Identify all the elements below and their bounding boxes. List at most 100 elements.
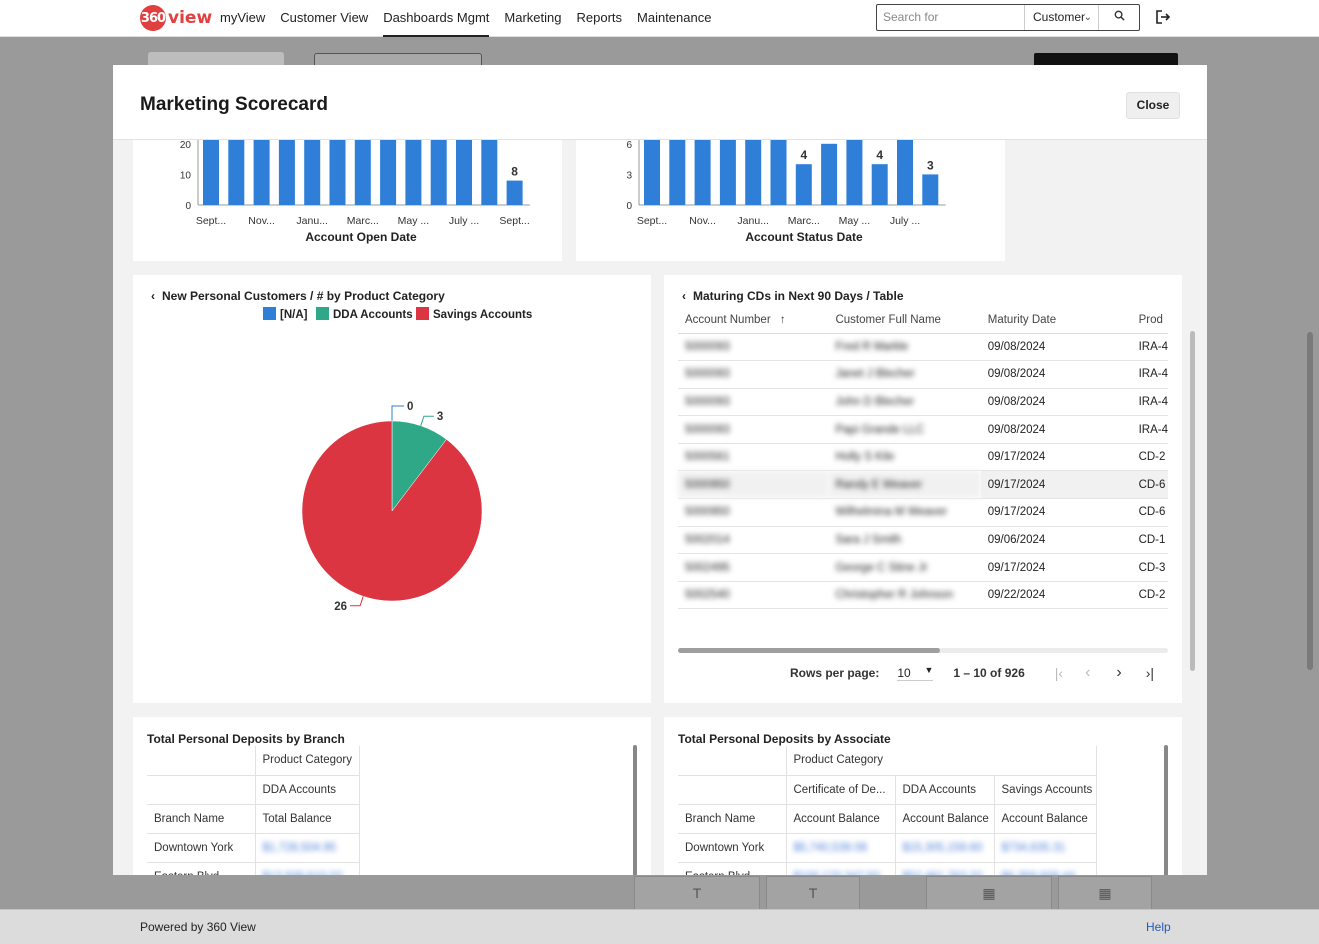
help-link[interactable]: Help xyxy=(1146,920,1171,934)
x-tick-label: Sept... xyxy=(499,215,529,227)
logout-button[interactable] xyxy=(1154,8,1172,26)
nav-link-marketing[interactable]: Marketing xyxy=(504,10,562,25)
table-row[interactable]: 5000093 Fred R Markle 09/08/2024 IRA-4 xyxy=(678,333,1168,362)
customer-name: George C Stine Jr xyxy=(828,553,981,582)
table-row[interactable]: Eastern Blvd$13,939,610.02 xyxy=(147,862,360,875)
cd-card-title[interactable]: ‹ Maturing CDs in Next 90 Days / Table xyxy=(682,289,904,303)
pivot-value-header: Account Balance xyxy=(786,804,896,834)
horizontal-scrollbar[interactable] xyxy=(678,648,940,653)
branch-name: Eastern Blvd xyxy=(678,862,787,875)
account-number: 5000561 xyxy=(678,443,829,472)
bar xyxy=(380,137,397,205)
customer-name: Janet J Blecher xyxy=(828,360,981,389)
customer-name: Sara J Smith xyxy=(828,526,981,555)
maturing-cds-card: ‹ Maturing CDs in Next 90 Days / Table Ac… xyxy=(664,275,1182,703)
x-tick-label: Janu... xyxy=(296,215,328,227)
column-header-maturity-date[interactable]: Maturity Date xyxy=(980,307,1132,334)
account-number: 5000093 xyxy=(678,333,829,362)
account-balance: $6,359,609.44 xyxy=(994,862,1097,875)
bar xyxy=(669,133,686,205)
table-row[interactable]: 5000093 Papi Grande LLC 09/08/2024 IRA-4 xyxy=(678,415,1168,444)
table-row[interactable]: 5000093 Janet J Blecher 09/08/2024 IRA-4 xyxy=(678,360,1168,389)
last-page-button[interactable]: ›| xyxy=(1145,665,1155,681)
customer-name: Holly S Kile xyxy=(828,443,981,472)
table-row[interactable]: 5000561 Holly S Kile 09/17/2024 CD-2 xyxy=(678,443,1168,472)
account-number: 5000950 xyxy=(678,470,829,500)
account-balance: $5,740,539.08 xyxy=(786,833,896,863)
product-code: CD-6 xyxy=(1131,498,1168,527)
x-tick-label: Sept... xyxy=(637,215,667,227)
legend-swatch xyxy=(263,307,276,320)
search-icon xyxy=(1114,10,1125,21)
account-open-date-chart: 0 10 20 8 Sept... Nov... Janu... Marc... May ...… xyxy=(180,135,530,244)
table-row[interactable]: Downtown York $1,728,504.95 xyxy=(147,833,360,863)
app-logo[interactable]: 360 view xyxy=(140,5,212,31)
table-row[interactable]: Downtown York $5,740,539.08 $15,305,159.… xyxy=(678,833,1097,863)
previous-page-button[interactable]: ‹ xyxy=(1085,664,1091,681)
close-button[interactable]: Close xyxy=(1126,92,1180,119)
bar xyxy=(481,137,498,205)
nav-link-myview[interactable]: myView xyxy=(220,10,266,25)
pivot-header-dda: DDA Accounts xyxy=(895,775,995,805)
rows-per-page-select[interactable]: 10 ▼ xyxy=(897,665,934,681)
y-tick-label: 0 xyxy=(185,201,191,212)
search-input[interactable]: Search for xyxy=(877,5,1025,30)
text-widget-icon: T xyxy=(634,876,760,910)
bar xyxy=(253,137,270,205)
product-code: CD-2 xyxy=(1131,581,1168,610)
customer-name: Wilhelmina M Weaver xyxy=(828,498,981,527)
search-scope-select[interactable]: Customer ⌄ xyxy=(1025,5,1099,30)
x-tick-label: May ... xyxy=(398,215,430,227)
pivot-header-certificate: Certificate of De... xyxy=(786,775,896,805)
bar xyxy=(304,137,321,205)
table-row[interactable]: 5002540 Christopher R Johnson 09/22/2024 CD… xyxy=(678,581,1168,610)
table-row[interactable]: 5000950 Wilhelmina M Weaver 09/17/2024 CD-6 xyxy=(678,498,1168,527)
bar xyxy=(897,133,913,205)
first-page-button[interactable]: |‹ xyxy=(1054,665,1064,681)
global-search: Search for Customer ⌄ xyxy=(876,4,1140,31)
product-code: IRA-4 xyxy=(1131,333,1168,362)
pie-card-title[interactable]: ‹ New Personal Customers / # by Product C… xyxy=(151,289,445,303)
bar xyxy=(405,137,422,205)
product-code: CD-3 xyxy=(1131,553,1168,582)
vertical-scrollbar[interactable] xyxy=(633,745,637,875)
nav-link-customer-view[interactable]: Customer View xyxy=(280,10,369,25)
page-scrollbar[interactable] xyxy=(1307,332,1313,670)
product-code: IRA-4 xyxy=(1131,388,1168,417)
chevron-left-icon[interactable]: ‹ xyxy=(151,289,155,303)
pivot-header-product-category: Product Category xyxy=(255,746,360,776)
nav-link-dashboards-mgmt[interactable]: Dashboards Mgmt xyxy=(383,0,490,37)
table-row[interactable]: 5000093 John D Blecher 09/08/2024 IRA-4 xyxy=(678,388,1168,417)
pie-data-label: 3 xyxy=(437,411,443,423)
rows-per-page-label: Rows per page: xyxy=(790,666,880,680)
chevron-left-icon[interactable]: ‹ xyxy=(682,289,686,303)
modal-header: Marketing Scorecard Close xyxy=(113,65,1207,140)
pivot-header-savings: Savings Accounts xyxy=(994,775,1097,805)
next-page-button[interactable]: › xyxy=(1116,664,1122,681)
total-balance: $1,728,504.95 xyxy=(255,833,360,863)
marketing-scorecard-modal: 0 10 20 8 Sept... Nov... Janu... Marc... May ...… xyxy=(113,65,1207,875)
bar-data-label: 4 xyxy=(800,148,807,162)
table-row[interactable]: 5002495 George C Stine Jr 09/17/2024 CD-3 xyxy=(678,553,1168,582)
powered-by: Powered by 360 View xyxy=(140,920,256,934)
nav-link-maintenance[interactable]: Maintenance xyxy=(637,10,712,25)
branch-name: Downtown York xyxy=(678,833,787,863)
column-header-customer-name[interactable]: Customer Full Name xyxy=(828,307,981,334)
table-row[interactable]: 5002014 Sara J Smith 09/06/2024 CD-1 xyxy=(678,526,1168,555)
search-button[interactable] xyxy=(1099,5,1139,30)
pie-slice xyxy=(301,420,483,602)
y-tick-label: 6 xyxy=(626,140,632,151)
modal-scrollbar[interactable] xyxy=(1190,331,1195,671)
table-row[interactable]: 5000950 Randy E Weaver 09/17/2024 CD-6 xyxy=(678,470,1168,500)
pivot-value-header: Account Balance xyxy=(895,804,995,834)
table-row[interactable]: Eastern Blvd $100,170,347.93 $52,461,763… xyxy=(678,862,1097,875)
nav-link-reports[interactable]: Reports xyxy=(576,10,623,25)
bar-data-label: 4 xyxy=(876,148,883,162)
column-header-product[interactable]: Prod xyxy=(1131,307,1168,334)
sort-ascending-icon[interactable]: ↑ xyxy=(779,313,786,326)
column-header-account-number[interactable]: Account Number ↑ xyxy=(678,307,829,334)
y-tick-label: 20 xyxy=(180,140,192,151)
vertical-scrollbar[interactable] xyxy=(1164,745,1168,875)
chevron-down-icon: ⌄ xyxy=(1083,12,1092,23)
grid-widget-icon: ▦ xyxy=(926,876,1052,910)
